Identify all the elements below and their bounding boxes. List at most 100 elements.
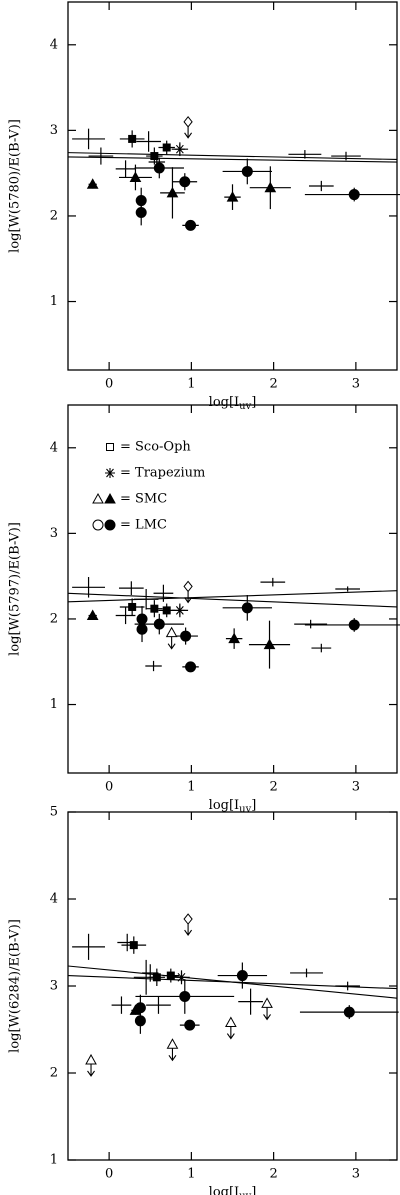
x-tick-label: 2 [269,780,277,795]
data-point [133,589,159,610]
data-point [166,1038,179,1062]
data-point [304,187,400,202]
x-axis-label-part: log[I [209,798,240,813]
data-point [290,968,323,978]
x-tick-label: 3 [352,780,360,795]
data-point [261,997,273,1021]
data-point [182,219,199,231]
y-tick-label: 4 [50,892,58,907]
data-point [335,586,360,592]
data-point [224,184,241,210]
data-point [311,643,332,653]
data-point [171,603,189,618]
data-point [145,660,162,672]
triangle-marker [263,638,276,650]
y-tick-label: 3 [50,526,58,541]
data-point [111,996,132,1014]
data-point [153,584,174,602]
x-tick-label: 0 [105,780,113,795]
square-marker [128,602,137,611]
x-axis-label-part: ] [251,395,256,410]
x-tick-label: 3 [352,1167,360,1182]
legend-label: = LMC [120,518,167,533]
y-tick-label: 3 [50,123,58,138]
legend-entry: = Sco-Oph [106,440,191,455]
data-point [288,150,322,159]
triangle-marker [261,997,273,1008]
data-point [160,167,185,219]
data-point [142,964,159,982]
data-point [183,580,193,604]
data-point [134,1007,146,1034]
circle-marker [92,519,104,531]
data-point [115,160,136,178]
data-point [182,661,199,673]
data-point [304,618,400,632]
data-point [335,981,360,991]
legend-label: = SMC [120,492,167,507]
square-marker [150,152,159,161]
data-point [225,628,243,649]
triangle-marker [104,492,116,504]
data-point [135,979,235,1014]
square-marker [166,971,175,980]
data-point [88,147,114,165]
circle-marker [153,618,165,630]
data-point [119,130,145,148]
data-point [136,131,161,152]
data-point [72,128,106,150]
data-point [135,199,147,226]
square-marker [162,143,171,152]
y-tick-label: 1 [50,294,58,309]
data-point [134,613,184,635]
triangle-marker [86,178,99,189]
data-point [299,1005,399,1020]
circle-marker [348,619,360,631]
x-tick-label: 2 [269,1167,277,1182]
circle-marker [180,630,192,642]
triangle-marker [264,181,277,193]
data-point [134,157,184,179]
triangle-marker [225,1016,237,1028]
circle-marker [241,602,253,614]
y-axis-label: log[W(5797)/E(B-V)] [8,522,23,656]
square-marker [129,941,138,950]
circle-marker [179,990,191,1002]
data-point [146,996,171,1014]
triangle-marker [165,626,178,638]
panel: 0 1 2 3 1 2 3 4 log[W(5780)/E(B-V)] log[Iuv] [8,1,400,412]
x-axis-label-part: uv [239,804,251,815]
square-marker [152,973,161,982]
data-point [86,178,99,189]
triangle-marker [226,191,239,202]
square-marker [162,606,171,615]
circle-marker [153,162,165,174]
data-point [331,151,361,161]
plot-frame [67,404,398,774]
diamond-marker [183,580,193,593]
data-point [183,913,193,936]
x-tick-label: 1 [187,780,195,795]
circle-marker [343,1006,355,1018]
x-axis-label-part: log[I [209,1185,240,1195]
fit-line [67,590,398,603]
circle-marker [134,1015,146,1027]
square-marker [150,604,159,613]
data-point [72,933,106,960]
data-point [148,968,166,986]
data-point [171,142,189,157]
asterisk-marker [174,144,185,155]
circle-marker [135,207,147,219]
x-axis-label: log[Iuv] [209,1185,257,1195]
y-tick-label: 5 [50,805,58,820]
circle-marker [185,661,197,673]
fit-line [67,156,398,163]
data-point [173,970,190,985]
data-point [158,140,175,155]
asterisk-marker [174,605,185,616]
triangle-marker [86,609,99,621]
data-point [308,180,334,192]
data-point [72,577,106,598]
